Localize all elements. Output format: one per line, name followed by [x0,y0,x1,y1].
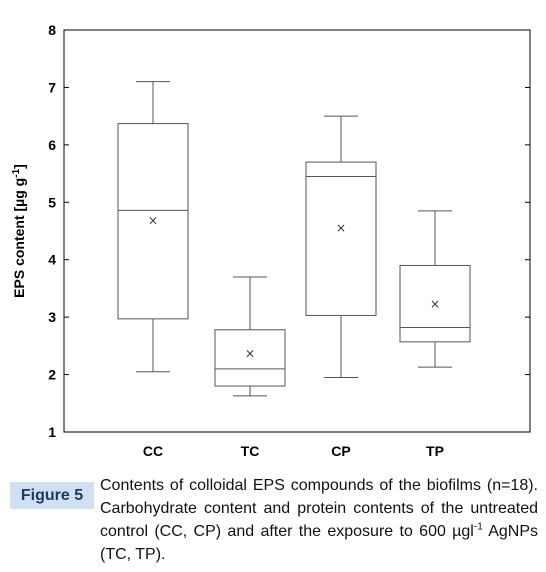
box-cc: × [117,81,189,373]
category-label-tp: TP [426,443,444,459]
caption-unit-superscript: -1 [473,521,483,533]
iqr-box [214,329,286,387]
y-axis-title-main: EPS content [µg g [11,178,27,298]
y-axis-title: EPS content [µg g-1] [11,164,27,298]
x-axis-category-labels: CC TC CP TP [143,443,444,459]
caption-text: Contents of colloidal EPS compounds of t… [100,474,538,566]
y-tick-label: 7 [48,79,56,95]
y-tick-label: 2 [48,367,56,383]
iqr-box [117,123,189,320]
category-label-cc: CC [143,443,163,459]
box-series: × × × × [117,81,471,397]
mean-marker: × [336,221,346,235]
y-axis-title-close: ] [11,164,27,169]
caption-text-end: AgNPs (TC, TP). [100,523,539,563]
y-axis-title-sup: -1 [11,168,22,177]
y-tick-label: 3 [48,309,56,325]
y-tick-label: 1 [48,424,56,440]
category-label-tc: TC [241,443,260,459]
caption-text-main: Contents of colloidal EPS compounds of t… [100,477,538,540]
box-plot-chart: 1 2 3 4 5 6 7 8 × × × × CC TC CP TP EPS content [µg g… [11,22,531,459]
y-tick-label: 5 [48,194,56,210]
figure-caption: Figure 5 Contents of colloidal EPS compo… [10,474,540,570]
mean-marker: × [148,214,158,228]
box-tp: × [399,210,471,368]
y-tick-label: 8 [48,22,56,38]
y-axis-tick-labels: 1 2 3 4 5 6 7 8 [48,22,56,440]
iqr-box [305,161,377,316]
box-cp: × [305,115,377,378]
y-tick-label: 4 [48,252,56,268]
category-label-cp: CP [331,443,350,459]
figure-label: Figure 5 [10,482,94,509]
box-tc: × [214,276,286,397]
plot-frame [63,29,531,433]
y-axis-ticks [64,29,530,433]
y-tick-label: 6 [48,137,56,153]
iqr-box [399,264,471,343]
mean-marker: × [245,346,255,360]
mean-marker: × [430,297,440,311]
